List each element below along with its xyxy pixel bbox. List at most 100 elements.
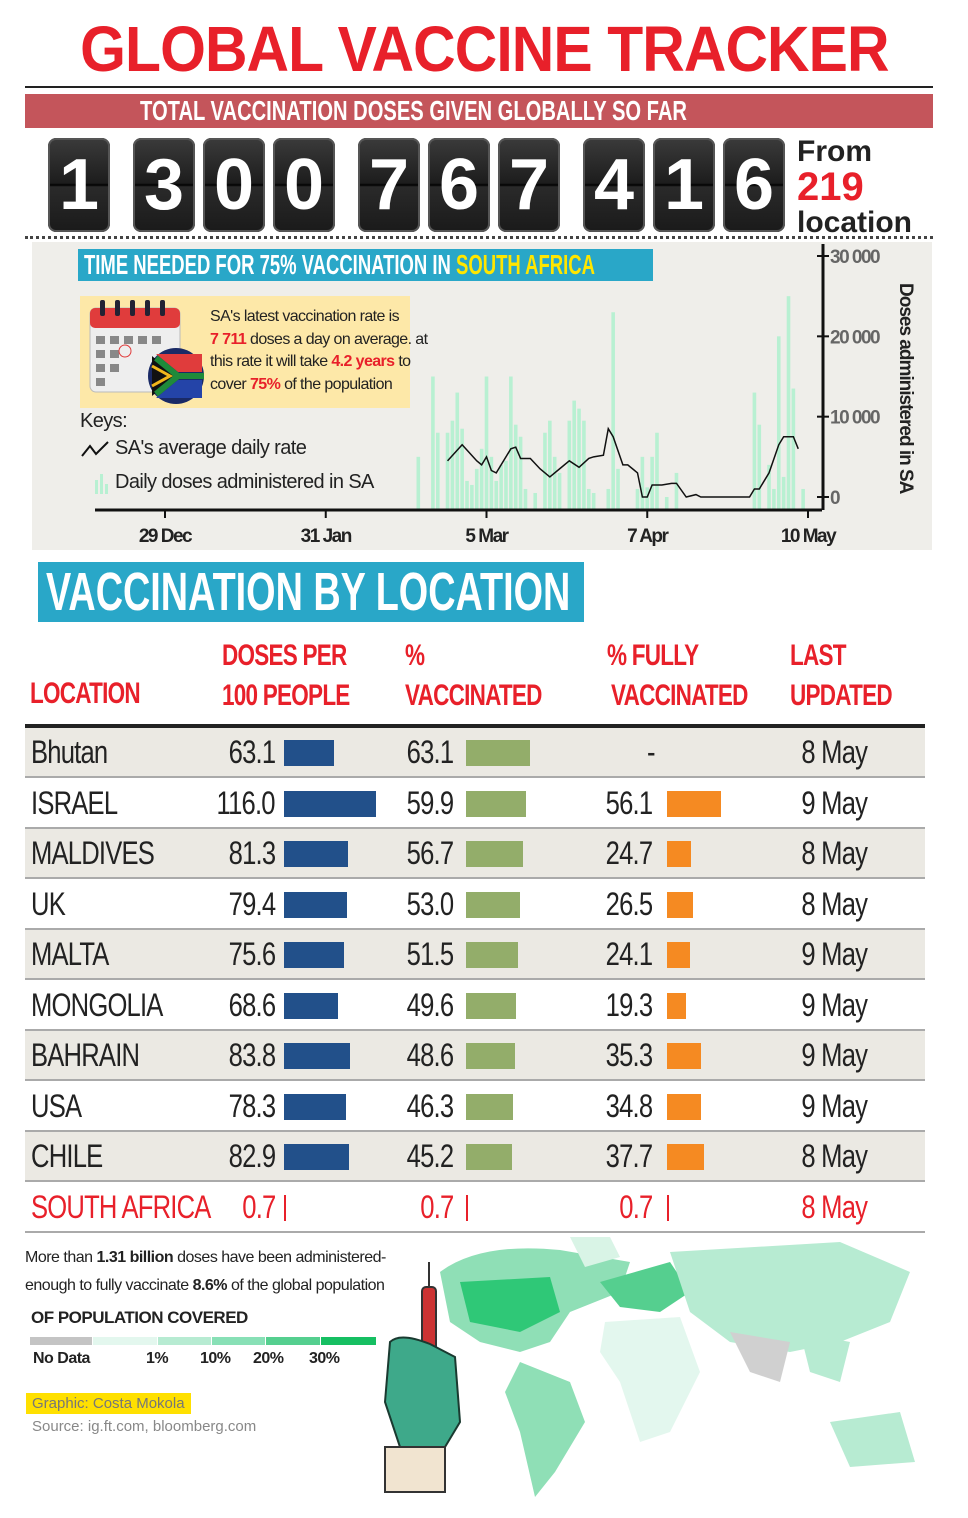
- counter-digit: 6: [428, 138, 490, 232]
- updated-value-text: 8 May: [801, 835, 868, 871]
- daily-dose-bar: [499, 464, 503, 510]
- table-row: MALDIVES 81.3 56.7 24.7 8 May: [25, 829, 925, 879]
- header-vaccinated: % VACCINATED: [405, 639, 542, 712]
- vaccinated-value-text: 53.0: [406, 885, 453, 922]
- fully-bar: [667, 790, 722, 817]
- doses-bar: [284, 1144, 350, 1170]
- doses-value: 116.0: [202, 779, 276, 827]
- vaccinated-value: 59.9: [395, 779, 453, 827]
- fully-value-text: 34.8: [605, 1087, 652, 1124]
- updated-value-text: 8 May: [801, 885, 868, 922]
- daily-dose-bar: [484, 376, 489, 510]
- vaccinated-bar: [466, 891, 520, 918]
- daily-dose-bar: [645, 487, 650, 510]
- updated-value-text: 8 May: [801, 1188, 868, 1225]
- doses-value-text: 81.3: [228, 835, 275, 871]
- doses-value-text: 83.8: [228, 1037, 275, 1073]
- daily-dose-bar: [557, 472, 562, 510]
- fully-bar: [667, 1093, 701, 1120]
- header-fully-vaccinated: % FULLY VACCINATED: [607, 639, 748, 712]
- fully-value: -: [647, 728, 657, 776]
- vaccinated-value: 49.6: [395, 981, 453, 1029]
- updated-value-text: 8 May: [801, 734, 868, 770]
- legend-swatch: [158, 1337, 211, 1345]
- doses-value-text: 82.9: [228, 1138, 275, 1174]
- daily-dose-bar: [533, 492, 538, 510]
- x-tick-label: 31 Jan: [301, 526, 352, 547]
- doses-bar: [284, 1194, 286, 1221]
- fully-bar: [667, 1194, 669, 1221]
- doses-value-text: 78.3: [228, 1087, 275, 1124]
- daily-dose-bar: [772, 488, 776, 510]
- average-rate-line: [446, 426, 799, 498]
- daily-dose-bar: [586, 488, 591, 510]
- location-name-text: MONGOLIA: [31, 986, 163, 1023]
- keys-label: Keys:: [80, 410, 128, 432]
- legend-swatch: [212, 1337, 265, 1345]
- fully-value: 0.7: [611, 1183, 653, 1231]
- location-name: MALDIVES: [31, 829, 185, 877]
- fully-value: 37.7: [594, 1132, 652, 1180]
- doses-value: 83.8: [217, 1031, 275, 1079]
- location-label: location: [797, 206, 913, 239]
- sa-doses-chart: 29 Dec 31 Jan 5 Mar 7 Apr 10 May 0 10 000 20 00…: [95, 244, 916, 547]
- vaccinated-value: 0.7: [412, 1183, 454, 1231]
- legend-label: No Data: [33, 1350, 90, 1367]
- updated-value: 9 May: [785, 1031, 868, 1079]
- vaccinated-value-text: 48.6: [406, 1037, 453, 1073]
- location-name: BAHRAIN: [31, 1031, 166, 1079]
- legend-swatch: [266, 1337, 320, 1345]
- vaccinated-bar: [466, 1043, 516, 1069]
- legend-swatch: [321, 1337, 376, 1345]
- vaccinated-value-text: 63.1: [406, 734, 453, 770]
- updated-value-text: 9 May: [801, 784, 868, 821]
- x-tick-label: 5 Mar: [465, 526, 509, 547]
- vaccinated-value: 56.7: [395, 829, 453, 877]
- legend-label: 1%: [146, 1350, 169, 1367]
- updated-value-text: 9 May: [801, 1037, 868, 1073]
- counter-digit: 1: [48, 138, 110, 232]
- updated-value-text: 8 May: [801, 1138, 868, 1174]
- updated-value: 8 May: [785, 1132, 868, 1180]
- location-name: SOUTH AFRICA: [31, 1183, 255, 1231]
- vaccinated-value: 63.1: [395, 728, 453, 776]
- table-header-rule: [25, 724, 925, 728]
- vaccinated-value-text: 56.7: [406, 835, 453, 871]
- vaccinated-bar: [466, 1093, 513, 1120]
- daily-dose-bar: [494, 480, 499, 510]
- vaccinated-value-text: 0.7: [419, 1188, 454, 1225]
- doses-value: 78.3: [217, 1082, 275, 1130]
- fully-bar: [667, 992, 686, 1019]
- doses-value: 79.4: [217, 880, 275, 928]
- location-name-text: Bhutan: [31, 734, 108, 770]
- daily-dose-bar: [518, 436, 523, 510]
- doses-value: 68.6: [217, 981, 275, 1029]
- daily-dose-bar: [781, 476, 786, 510]
- y-tick-label: 30 000: [830, 247, 880, 268]
- daily-dose-bar: [465, 480, 469, 510]
- doses-bar: [284, 992, 339, 1019]
- table-row: MALTA 75.6 51.5 24.1 9 May: [25, 930, 925, 980]
- location-name-text: BAHRAIN: [31, 1037, 140, 1073]
- vaccinated-value-text: 46.3: [406, 1087, 453, 1124]
- bar-key-icon: [95, 474, 108, 494]
- fully-value: 19.3: [594, 981, 652, 1029]
- doses-bar: [284, 1093, 346, 1120]
- source-note: Source: ig.ft.com, bloomberg.com: [32, 1418, 257, 1435]
- vaccinated-bar: [466, 1194, 468, 1221]
- vaccinated-value-text: 51.5: [406, 936, 453, 972]
- daily-dose-bar: [674, 472, 679, 510]
- sa-rate-text: SA's latest vaccination rate is 7 711 do…: [210, 308, 428, 393]
- daily-dose-bar: [431, 376, 435, 510]
- updated-value-text: 9 May: [801, 936, 868, 972]
- doses-value-text: 63.1: [228, 734, 275, 770]
- fully-value-text: 35.3: [605, 1037, 652, 1073]
- daily-dose-bar: [470, 484, 474, 510]
- vaccinated-bar: [466, 841, 524, 867]
- vaccinated-value: 51.5: [395, 930, 453, 978]
- location-name: MONGOLIA: [31, 981, 195, 1029]
- vaccinated-value-text: 49.6: [406, 986, 453, 1023]
- fully-bar: [667, 1043, 702, 1069]
- doses-value: 81.3: [217, 829, 275, 877]
- table-row: BAHRAIN 83.8 48.6 35.3 9 May: [25, 1031, 925, 1081]
